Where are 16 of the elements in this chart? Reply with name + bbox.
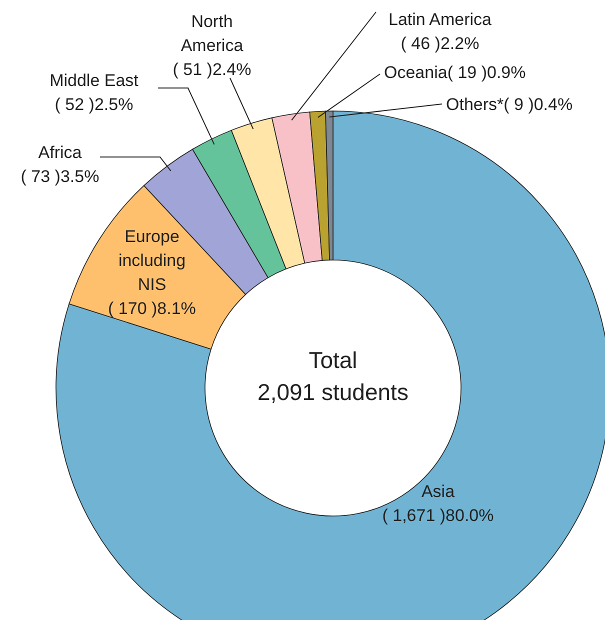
slice-label: Middle East xyxy=(50,71,139,90)
data-label: ( 1,671 )80.0% xyxy=(382,506,494,525)
slice-label: Latin America xyxy=(388,10,492,29)
slice-label: Asia xyxy=(421,482,456,501)
text: 2,091 students xyxy=(258,379,408,405)
data-label: ( 51 )2.4% xyxy=(172,60,252,79)
slice-label: Africa xyxy=(38,143,82,162)
data-label: ( 46 )2.2% xyxy=(400,34,480,53)
text: Total xyxy=(308,347,358,373)
data-label: ( 73 )3.5% xyxy=(20,167,100,186)
slice-label: Others*( 9 )0.4% xyxy=(446,95,573,114)
slice-label: Oceania( 19 )0.9% xyxy=(384,63,526,82)
slice-label: North America xyxy=(180,12,244,55)
data-label: ( 52 )2.5% xyxy=(54,95,134,114)
data-label: ( 170 )8.1% xyxy=(108,299,196,318)
slice-label: Europe including NIS xyxy=(118,227,186,294)
